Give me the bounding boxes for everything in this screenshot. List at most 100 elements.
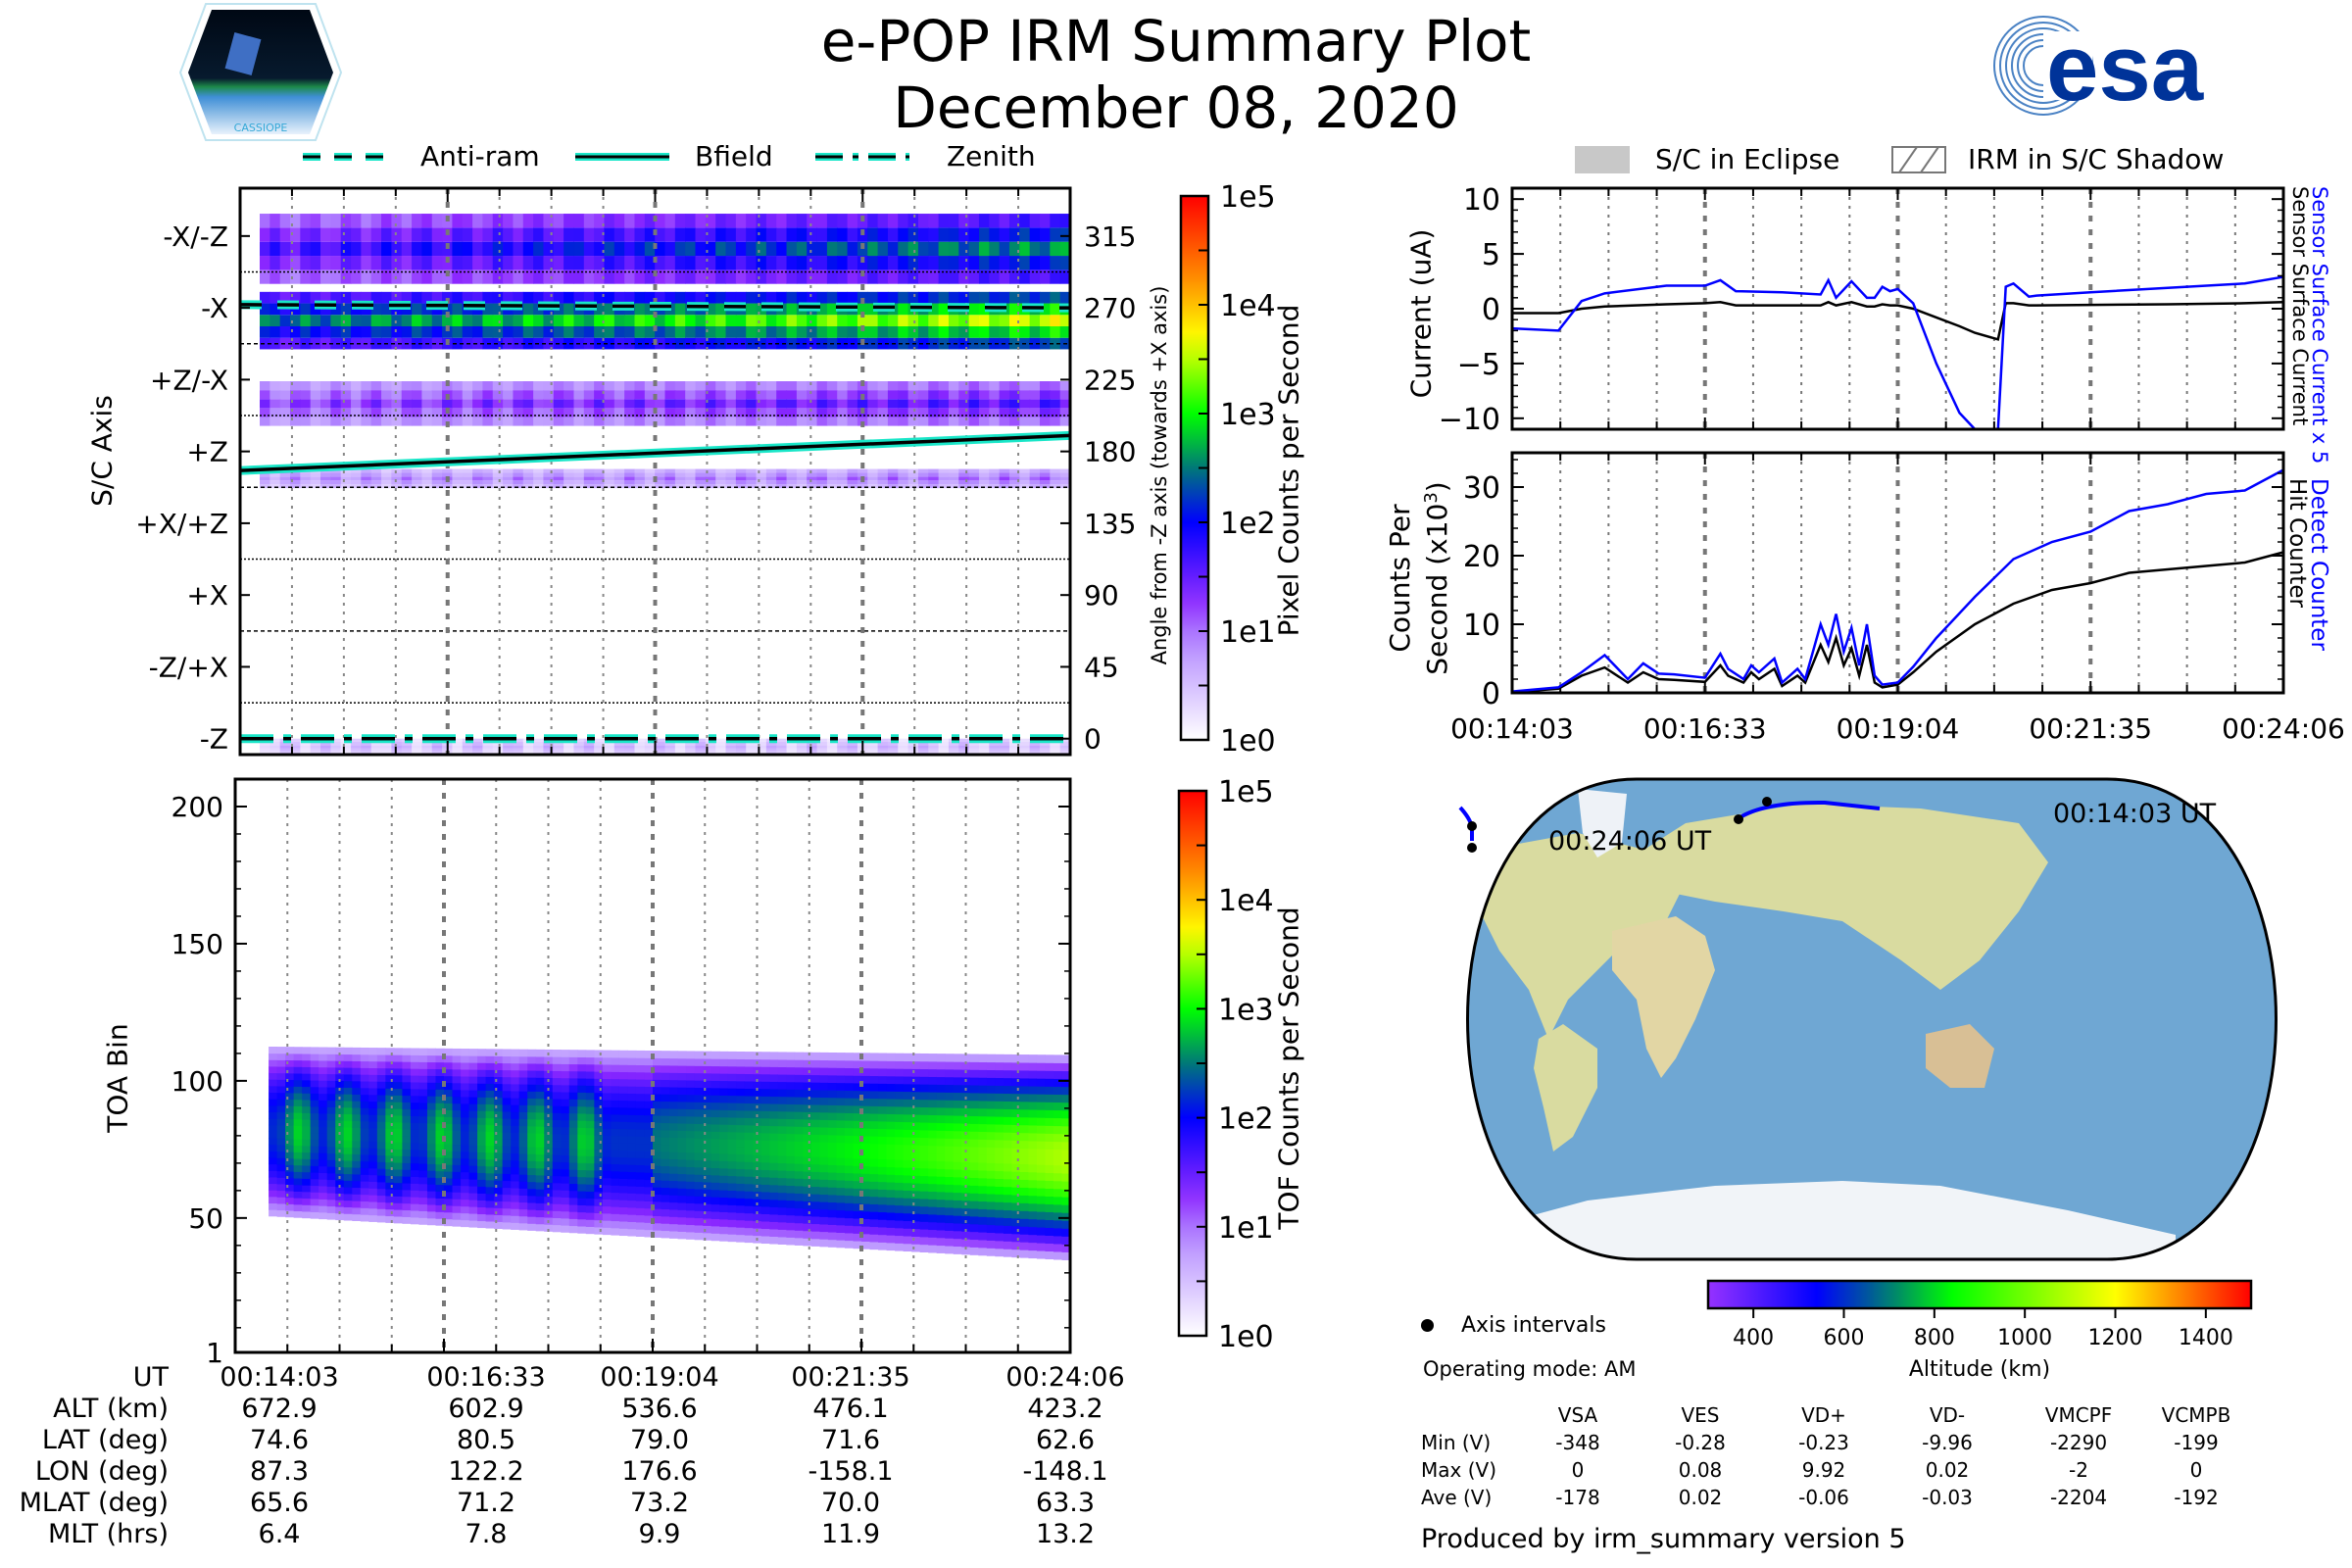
heatmap-cell — [302, 1066, 312, 1074]
heatmap-cell — [310, 480, 321, 485]
heatmap-cell — [644, 1122, 654, 1130]
heatmap-cell — [310, 748, 321, 752]
heatmap-cell — [810, 1067, 820, 1076]
heatmap-cell — [302, 1185, 312, 1193]
heatmap-cell — [543, 408, 555, 417]
heatmap-cell — [853, 1135, 862, 1144]
heatmap-cell — [412, 484, 422, 489]
heatmap-cell — [533, 751, 544, 755]
heatmap-cell — [969, 1100, 979, 1109]
heatmap-cell — [819, 1104, 829, 1113]
heatmap-cell — [760, 1205, 770, 1215]
heatmap-cell — [969, 1177, 979, 1186]
heatmap-cell — [444, 1123, 454, 1131]
heatmap-cell — [969, 1169, 979, 1179]
heatmap-cell — [564, 472, 574, 477]
heatmap-cell — [887, 214, 899, 228]
heatmap-cell — [986, 1232, 996, 1241]
heatmap-cell — [533, 381, 544, 391]
heatmap-cell — [999, 256, 1010, 270]
heatmap-cell — [911, 1213, 921, 1222]
heatmap-cell — [279, 325, 291, 338]
heatmap-cell — [442, 291, 453, 304]
heatmap-cell — [564, 291, 574, 304]
heatmap-cell — [777, 1177, 787, 1186]
heatmap-cell — [385, 1189, 395, 1197]
heatmap-cell — [948, 484, 959, 489]
heatmap-cell — [1050, 476, 1061, 481]
heatmap-cell — [810, 1178, 820, 1188]
heatmap-cell — [310, 1059, 319, 1068]
heatmap-cell — [568, 1119, 578, 1128]
heatmap-cell — [318, 1165, 328, 1173]
heatmap-cell — [816, 303, 828, 316]
heatmap-cell — [827, 1134, 837, 1144]
heatmap-cell — [655, 741, 665, 746]
heatmap-cell — [604, 390, 615, 400]
heatmap-cell — [948, 227, 959, 242]
heatmap-cell — [919, 1213, 929, 1222]
heatmap-cell — [594, 484, 605, 489]
heatmap-cell — [583, 270, 595, 284]
heatmap-cell — [518, 1069, 528, 1078]
heatmap-cell — [917, 381, 929, 391]
heatmap-cell — [553, 745, 564, 749]
heatmap-cell — [635, 1143, 645, 1152]
heatmap-cell — [999, 227, 1010, 242]
heatmap-cell — [634, 399, 646, 409]
heatmap-cell — [685, 468, 697, 473]
heatmap-cell — [461, 1164, 470, 1173]
heatmap-cell — [703, 1145, 712, 1153]
heatmap-cell — [664, 472, 676, 477]
heatmap-cell — [472, 476, 483, 481]
heatmap-cell — [827, 1074, 837, 1083]
heatmap-cell — [544, 1126, 554, 1135]
heatmap-cell — [836, 1172, 846, 1181]
heatmap-cell — [472, 738, 483, 742]
heatmap-cell — [861, 1098, 871, 1106]
heatmap-cell — [300, 399, 312, 409]
heatmap-cell — [485, 1200, 495, 1208]
solid-line-icon — [575, 152, 669, 161]
heatmap-cell — [867, 227, 879, 242]
heatmap-cell — [669, 1158, 679, 1167]
heatmap-cell — [335, 1206, 345, 1214]
heatmap-cell — [300, 751, 312, 755]
heatmap-cell — [911, 1198, 921, 1206]
heatmap-cell — [1050, 484, 1061, 489]
heatmap-cell — [435, 1211, 445, 1219]
heatmap-cell — [999, 241, 1010, 257]
heatmap-cell — [958, 484, 970, 489]
heatmap-cell — [703, 1058, 712, 1066]
heatmap-cell — [352, 1173, 362, 1182]
heatmap-cell — [958, 472, 970, 477]
heatmap-cell — [310, 381, 321, 391]
heatmap-cell — [594, 291, 605, 304]
heatmap-cell — [703, 1152, 712, 1161]
heatmap-cell — [958, 315, 970, 326]
heatmap-cell — [1028, 1148, 1038, 1157]
colorbar-tick-label: 1e2 — [1220, 507, 1276, 541]
heatmap-cell — [756, 748, 767, 752]
heatmap-cell — [269, 1151, 278, 1158]
heatmap-cell — [618, 1078, 628, 1087]
ephemeris-cell: 79.0 — [629, 1425, 690, 1455]
heatmap-cell — [435, 1204, 445, 1212]
heatmap-cell — [533, 315, 544, 326]
heatmap-cell — [290, 214, 301, 228]
heatmap-cell — [401, 745, 413, 749]
heatmap-cell — [1061, 1244, 1071, 1252]
heatmap-cell — [492, 381, 504, 391]
heatmap-cell — [948, 751, 959, 755]
heatmap-cell — [898, 270, 909, 284]
heatmap-cell — [393, 1054, 403, 1062]
heatmap-cell — [867, 408, 879, 417]
heatmap-cell — [270, 738, 281, 742]
heatmap-cell — [986, 1170, 996, 1179]
heatmap-cell — [340, 745, 352, 749]
heatmap-cell — [794, 1097, 804, 1105]
heatmap-cell — [760, 1221, 770, 1230]
heatmap-cell — [594, 381, 605, 391]
heatmap-cell — [602, 1106, 612, 1115]
heatmap-cell — [552, 1224, 562, 1233]
